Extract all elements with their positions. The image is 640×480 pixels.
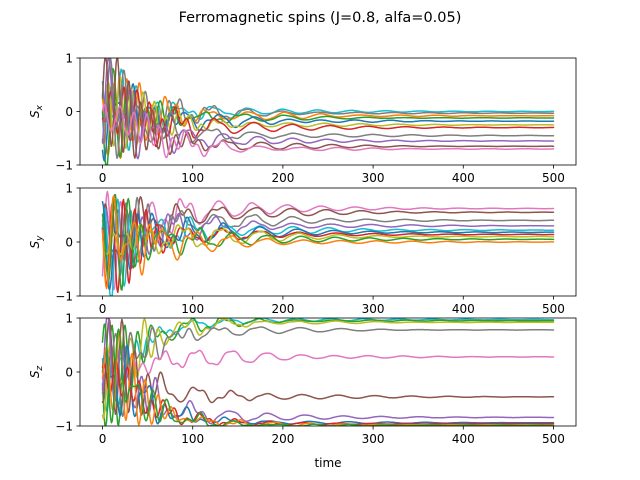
series-line-sx-0 <box>101 68 555 151</box>
series-group <box>101 318 555 426</box>
x-tick-label: 0 <box>99 432 107 446</box>
series-line-sx-9 <box>101 58 555 159</box>
x-tick-label: 500 <box>542 302 565 316</box>
y-tick-label: 1 <box>65 181 73 195</box>
series-line-sx-7 <box>101 58 555 159</box>
series-line-sx-4 <box>101 83 555 162</box>
series-line-sz-3 <box>101 326 555 418</box>
y-axis-label: Sy <box>28 235 45 249</box>
series-line-sx-6 <box>101 87 555 148</box>
x-tick-label: 300 <box>362 171 385 185</box>
x-tick-label: 0 <box>99 302 107 316</box>
series-line-sz-4 <box>101 349 555 382</box>
series-line-sy-8 <box>101 193 555 291</box>
y-tick-label: 1 <box>65 51 73 65</box>
series-line-sx-3 <box>101 67 555 165</box>
series-line-sx-10 <box>101 103 555 159</box>
y-axis-label: Sx <box>28 104 45 118</box>
series-line-sy-2 <box>101 196 555 277</box>
panel-sz: 0 100 200 300 400 500 −1 0 1 Sz <box>28 311 577 446</box>
x-tick-label: 300 <box>362 302 385 316</box>
x-tick-label: 200 <box>271 302 294 316</box>
x-tick-label: 100 <box>181 171 204 185</box>
series-line-sy-6 <box>101 198 555 294</box>
series-line-sz-2 <box>101 318 555 420</box>
x-tick-label: 400 <box>452 432 475 446</box>
x-tick-label: 100 <box>181 432 204 446</box>
series-line-sx-2 <box>101 78 555 159</box>
series-line-sy-5 <box>101 200 555 290</box>
series-line-sy-3 <box>101 208 555 262</box>
y-tick-label: 0 <box>65 365 73 379</box>
series-group <box>101 58 555 165</box>
panel-sy: 0 100 200 300 400 500 −1 0 1 Sy <box>28 181 577 316</box>
x-tick-label: 100 <box>181 302 204 316</box>
x-tick-label: 400 <box>452 171 475 185</box>
y-tick-label: 0 <box>65 235 73 249</box>
series-line-sy-7 <box>101 224 555 256</box>
x-tick-label: 500 <box>542 432 565 446</box>
y-tick-label: 0 <box>65 105 73 119</box>
panel-sx: 0 100 200 300 400 500 −1 0 1 Sx <box>28 51 577 185</box>
series-line-sy-9 <box>101 195 555 290</box>
series-line-sz-5 <box>101 318 555 416</box>
x-tick-label: 0 <box>99 171 107 185</box>
series-line-sz-8 <box>101 358 555 426</box>
figure-title: Ferromagnetic spins (J=0.8, alfa=0.05) <box>179 10 462 26</box>
x-tick-label: 200 <box>271 171 294 185</box>
y-tick-label: −1 <box>55 289 73 303</box>
y-tick-label: −1 <box>55 158 73 172</box>
x-tick-label: 300 <box>362 432 385 446</box>
x-tick-label: 200 <box>271 432 294 446</box>
series-group <box>101 190 555 296</box>
x-tick-label: 500 <box>542 171 565 185</box>
y-tick-label: −1 <box>55 419 73 433</box>
series-line-sy-1 <box>101 196 555 269</box>
series-line-sx-8 <box>101 58 555 160</box>
series-line-sy-4 <box>101 198 555 296</box>
y-tick-label: 1 <box>65 311 73 325</box>
y-axis-label: Sz <box>28 366 45 379</box>
x-tick-label: 400 <box>452 302 475 316</box>
x-axis-label: time <box>314 456 341 470</box>
series-line-sy-0 <box>101 190 555 291</box>
series-line-sx-1 <box>101 85 555 132</box>
